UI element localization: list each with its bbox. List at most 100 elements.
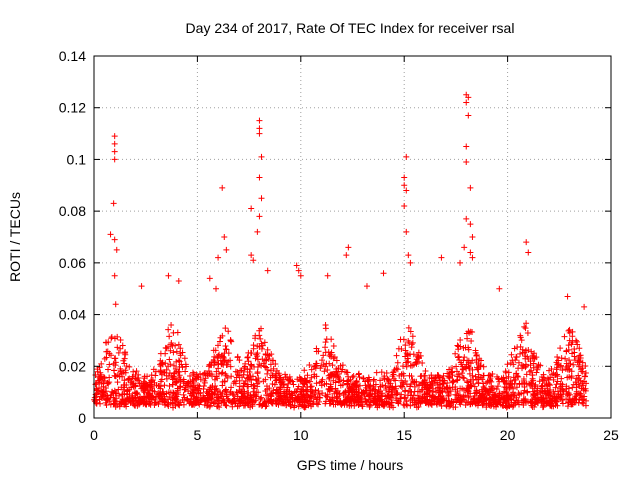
data-point bbox=[111, 355, 118, 362]
data-point bbox=[236, 372, 243, 379]
data-point bbox=[366, 392, 373, 399]
data-point bbox=[121, 355, 128, 362]
data-point bbox=[201, 377, 208, 384]
data-point bbox=[511, 399, 518, 406]
data-point bbox=[185, 398, 192, 405]
data-point bbox=[553, 359, 560, 366]
data-point bbox=[458, 361, 465, 368]
data-point bbox=[193, 376, 200, 383]
data-point bbox=[170, 329, 177, 336]
data-point bbox=[355, 371, 362, 378]
data-point bbox=[403, 153, 410, 160]
data-point bbox=[407, 383, 414, 390]
data-point bbox=[219, 353, 226, 360]
data-point bbox=[294, 376, 301, 383]
data-point bbox=[578, 368, 585, 375]
x-tick-label: 0 bbox=[90, 427, 98, 443]
data-point bbox=[333, 368, 340, 375]
data-point bbox=[309, 401, 316, 408]
data-point bbox=[152, 372, 159, 379]
data-point bbox=[582, 373, 589, 380]
data-point bbox=[566, 326, 573, 333]
data-point bbox=[181, 386, 188, 393]
data-point bbox=[429, 382, 436, 389]
data-point bbox=[464, 378, 471, 385]
data-point bbox=[403, 401, 410, 408]
data-point bbox=[107, 231, 114, 238]
data-point bbox=[469, 366, 476, 373]
data-point bbox=[293, 262, 300, 269]
data-point bbox=[330, 372, 337, 379]
data-point bbox=[504, 361, 511, 368]
data-point bbox=[524, 329, 531, 336]
data-point bbox=[337, 362, 344, 369]
data-point bbox=[307, 378, 314, 385]
data-point bbox=[180, 380, 187, 387]
x-tick-label: 20 bbox=[500, 427, 516, 443]
data-point bbox=[110, 200, 117, 207]
data-point bbox=[461, 375, 468, 382]
data-point bbox=[515, 390, 522, 397]
data-point bbox=[98, 360, 105, 367]
data-point bbox=[415, 349, 422, 356]
data-point bbox=[568, 368, 575, 375]
data-point bbox=[297, 389, 304, 396]
data-point bbox=[467, 401, 474, 408]
data-point bbox=[114, 333, 121, 340]
data-point bbox=[110, 367, 117, 374]
data-point bbox=[177, 345, 184, 352]
data-point bbox=[472, 347, 479, 354]
data-point bbox=[347, 376, 354, 383]
data-point bbox=[496, 396, 503, 403]
data-point bbox=[402, 342, 409, 349]
data-point bbox=[349, 381, 356, 388]
data-point bbox=[151, 379, 158, 386]
data-point bbox=[472, 373, 479, 380]
data-point bbox=[422, 376, 429, 383]
data-point bbox=[435, 372, 442, 379]
data-point bbox=[204, 388, 211, 395]
data-point bbox=[168, 341, 175, 348]
data-point bbox=[345, 244, 352, 251]
data-point bbox=[276, 393, 283, 400]
data-point bbox=[108, 334, 115, 341]
data-point bbox=[330, 342, 337, 349]
data-point bbox=[383, 398, 390, 405]
data-point bbox=[248, 362, 255, 369]
data-point bbox=[449, 379, 456, 386]
data-point bbox=[394, 397, 401, 404]
data-point bbox=[155, 389, 162, 396]
data-point bbox=[249, 399, 256, 406]
data-point bbox=[263, 398, 270, 405]
data-point bbox=[339, 366, 346, 373]
data-point bbox=[180, 401, 187, 408]
data-point bbox=[260, 360, 267, 367]
data-point bbox=[509, 357, 516, 364]
data-point bbox=[440, 372, 447, 379]
data-point bbox=[267, 397, 274, 404]
data-point bbox=[240, 382, 247, 389]
data-point bbox=[408, 344, 415, 351]
data-point bbox=[405, 324, 412, 331]
data-point bbox=[308, 395, 315, 402]
data-point bbox=[408, 388, 415, 395]
data-point bbox=[417, 352, 424, 359]
data-point bbox=[472, 389, 479, 396]
data-point bbox=[215, 342, 222, 349]
data-point bbox=[223, 346, 230, 353]
data-point bbox=[166, 383, 173, 390]
data-point bbox=[132, 382, 139, 389]
data-point bbox=[415, 382, 422, 389]
data-point bbox=[384, 375, 391, 382]
data-point bbox=[200, 383, 207, 390]
data-point bbox=[530, 360, 537, 367]
data-point bbox=[389, 373, 396, 380]
data-point bbox=[190, 382, 197, 389]
data-point bbox=[523, 320, 530, 327]
data-point bbox=[179, 349, 186, 356]
data-point bbox=[349, 387, 356, 394]
data-point bbox=[304, 372, 311, 379]
data-point bbox=[105, 339, 112, 346]
y-tick-label: 0.08 bbox=[59, 203, 86, 219]
data-point bbox=[361, 391, 368, 398]
